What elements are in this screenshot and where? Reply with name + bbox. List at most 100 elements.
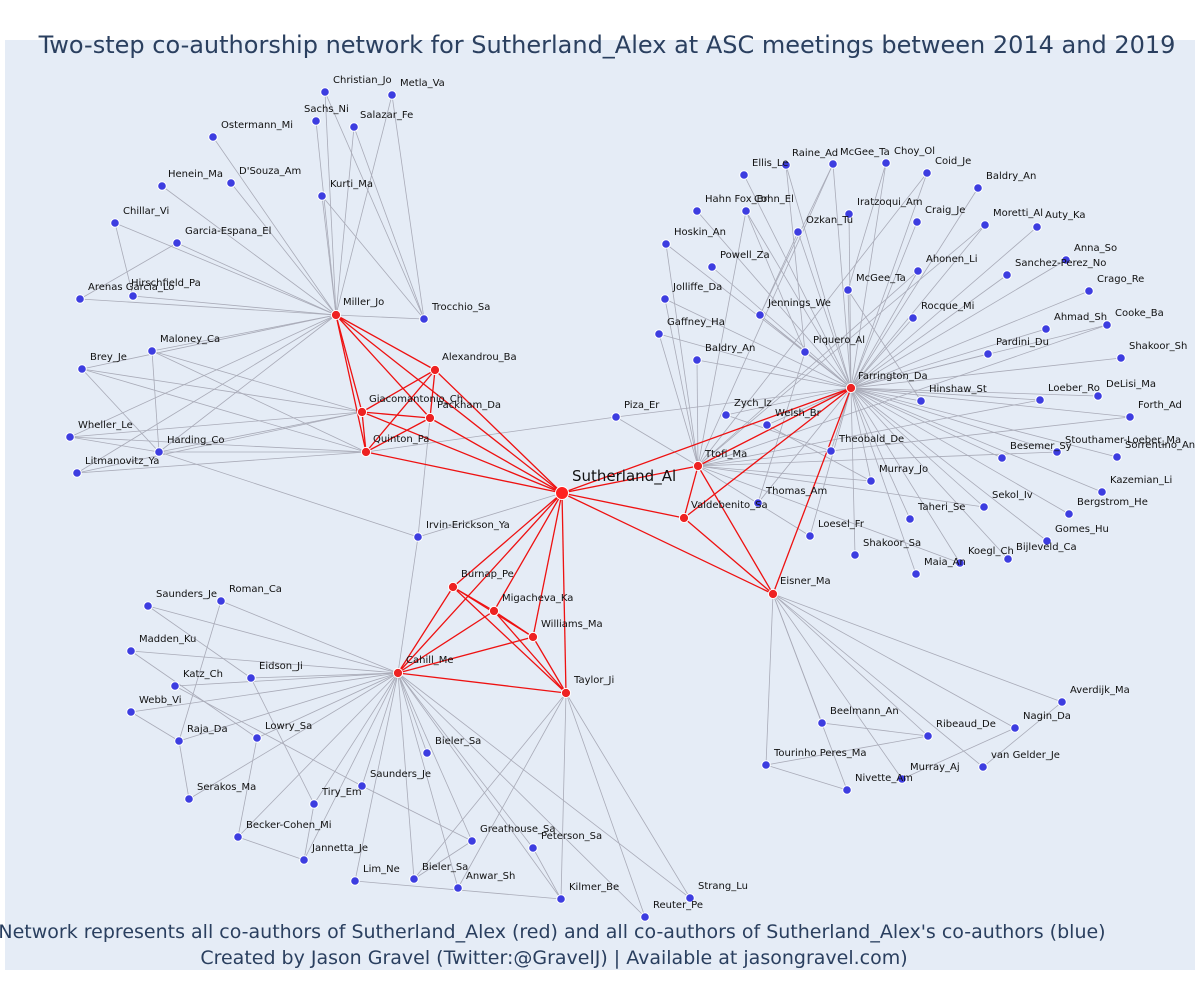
node-label: Taheri_Se	[917, 502, 965, 513]
node-second-step	[997, 453, 1007, 463]
edge-gray	[772, 593, 929, 737]
edge-coauthor	[493, 610, 534, 638]
node-second-step	[793, 227, 803, 237]
node-label: Forth_Ad	[1138, 400, 1182, 411]
edge-gray	[850, 290, 1090, 389]
node-label: Peterson_Sa	[541, 831, 602, 842]
node-second-step	[661, 239, 671, 249]
node-label: Tiry_Em	[321, 787, 362, 798]
node-second-step	[1042, 536, 1052, 546]
edge-coauthor	[683, 387, 852, 519]
node-label-coauthor: Giacomantonio_Ch	[369, 394, 463, 405]
edge-gray	[81, 368, 367, 453]
edge-gray	[417, 417, 431, 538]
caption-line-2: Created by Jason Gravel (Twitter:@Gravel…	[200, 947, 907, 969]
node-second-step	[761, 760, 771, 770]
node-second-step	[1112, 452, 1122, 462]
node-second-step	[309, 799, 319, 809]
edge-gray	[850, 387, 1041, 401]
edge-gray	[335, 94, 393, 316]
edge-ego	[452, 492, 563, 588]
edge-gray	[804, 351, 852, 389]
edge-gray	[850, 353, 989, 389]
node-second-step	[453, 883, 463, 893]
node-label: Raine_Ad	[792, 148, 838, 159]
node-second-step	[128, 291, 138, 301]
node-second-step	[739, 170, 749, 180]
node-second-step	[143, 601, 153, 611]
node-label: Coid_Je	[935, 156, 971, 167]
node-label-coauthor: Cahill_Me	[406, 655, 454, 666]
edge-gray	[765, 593, 774, 766]
edge-ego	[397, 492, 563, 674]
edge-gray	[850, 387, 961, 564]
edge-ego	[434, 369, 563, 494]
node-label: Eidson_Ji	[259, 661, 303, 672]
node-label: Metla_Va	[400, 78, 445, 89]
edge-gray	[417, 492, 563, 538]
node-label: Saunders_Je	[156, 589, 217, 600]
node-second-step	[692, 206, 702, 216]
node-label: Zych_Iz	[734, 398, 772, 409]
node-second-step	[1097, 487, 1107, 497]
node-second-step	[1116, 353, 1126, 363]
edge-coauthor	[335, 314, 363, 413]
node-coauthor	[392, 667, 404, 679]
edge-gray	[850, 187, 979, 389]
node-label-coauthor: Alexandrou_Ba	[442, 352, 517, 363]
node-label: Anna_So	[1074, 243, 1117, 254]
edge-gray	[413, 692, 567, 880]
node-label: Litmanovitz_Ya	[85, 456, 159, 467]
edge-gray	[130, 672, 399, 713]
edge-gray	[850, 387, 911, 520]
node-label: Trocchio_Sa	[431, 302, 490, 313]
node-label: Beelmann_An	[830, 706, 899, 717]
node-second-step	[1064, 509, 1074, 519]
node-second-step	[685, 893, 695, 903]
plot-background	[5, 40, 1195, 970]
node-label: Crago_Re	[1097, 274, 1144, 285]
node-label: Ellis_Le	[752, 158, 788, 169]
node-label: Loeber_Ro	[1048, 383, 1100, 394]
node-second-step	[762, 420, 772, 430]
node-second-step	[654, 329, 664, 339]
edge-gray	[76, 451, 367, 474]
node-second-step	[828, 159, 838, 169]
edge-gray	[212, 136, 337, 316]
node-labels: Christian_Jo Metla_Va Sachs_Ni Ostermann_Mi…	[78, 75, 1195, 911]
node-label: Hirschfield_Pa	[131, 278, 201, 289]
edge-gray	[847, 162, 887, 291]
node-label-coauthor: Burnap_Pe	[461, 569, 514, 580]
edge-gray	[560, 692, 567, 900]
node-label: Moretti_Al	[993, 208, 1043, 219]
node-label: Hoskin_An	[674, 227, 726, 238]
node-label: Sachs_Ni	[304, 104, 349, 115]
edge-gray	[457, 692, 567, 889]
node-second-step	[252, 733, 262, 743]
node-second-step	[75, 294, 85, 304]
edge-gray	[237, 672, 399, 838]
node-label: Irvin-Erickson_Ya	[426, 520, 510, 531]
edge-coauthor	[493, 610, 567, 694]
edge-gray	[850, 387, 922, 402]
edge-gray	[809, 387, 852, 537]
node-second-step	[419, 314, 429, 324]
edge-coauthor	[335, 314, 436, 371]
edge-gray	[151, 314, 337, 352]
node-label: Bergstrom_He	[1077, 497, 1148, 508]
edge-gray	[397, 536, 419, 674]
node-label: Cohn_El	[754, 194, 794, 205]
node-second-step	[611, 412, 621, 422]
edge-ego	[561, 492, 774, 595]
node-label: Powell_Za	[720, 250, 770, 261]
node-second-step	[110, 218, 120, 228]
edge-gray	[850, 270, 919, 389]
node-label: Stouthamer-Loeber_Ma	[1065, 435, 1181, 446]
edge-ego	[532, 492, 563, 638]
node-label: Henein_Ma	[168, 169, 223, 180]
edge-gray	[850, 387, 872, 482]
edge-gray	[174, 685, 363, 787]
node-label: Greathouse_Sa	[480, 824, 555, 835]
node-label: Lim_Ne	[363, 864, 400, 875]
edge-coauthor	[361, 369, 436, 413]
